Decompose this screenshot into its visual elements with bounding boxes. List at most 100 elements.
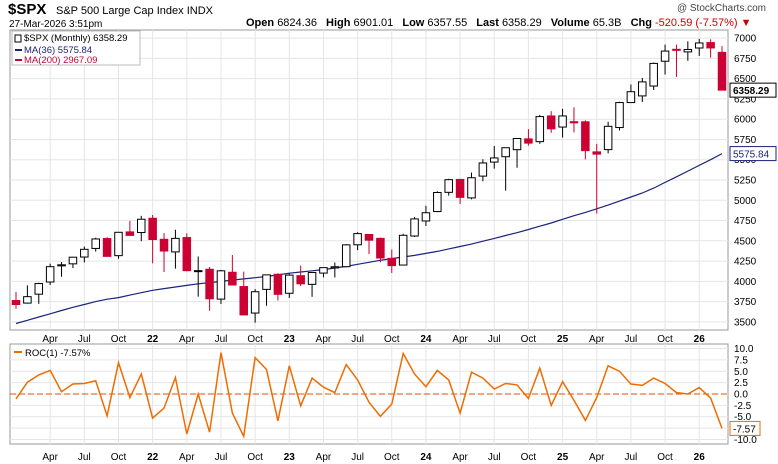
price-x-tick-label: Apr [452,334,468,345]
last-label: Last [476,17,499,29]
low-value: 6357.55 [427,17,468,29]
price-x-tick-label: 26 [694,334,706,345]
candle-body [433,191,442,213]
last-value: 6358.29 [501,17,542,29]
price-y-tick-label: 6000 [734,115,757,126]
price-y-tick-label: 4500 [734,236,757,247]
candle-body [717,51,727,91]
price-x-tick-label: Oct [657,334,673,345]
roc-x-tick-label: Apr [179,452,195,463]
index-full-name: S&P 500 Large Cap Index [56,5,184,17]
low-label: Low [402,17,425,29]
price-x-tick-label: Apr [42,334,58,345]
roc-y-tick-label: 5.0 [734,367,748,378]
price-y-tick-label: 3500 [734,317,757,328]
brand-label: @ StockCharts.com [676,3,766,14]
roc-x-tick-label: Oct [521,452,537,463]
candle-body [34,283,44,295]
price-y-tick-label: 6750 [734,54,757,65]
roc-x-tick-label: Oct [657,452,673,463]
price-x-tick-label: Jul [78,334,91,345]
candle-body [330,266,340,269]
candle-body [535,116,545,143]
candle-body [68,256,78,265]
candle-body [262,274,271,290]
candle-body [387,257,397,267]
price-x-tick-label: Apr [316,334,332,345]
roc-x-tick-label: Jul [78,452,91,463]
roc-x-tick-label: Apr [316,452,332,463]
roc-x-tick-label: Oct [247,452,263,463]
candle-body [205,268,214,300]
price-y-tick-label: 6500 [734,74,757,85]
price-x-tick-label: Oct [521,334,537,345]
candle-body [546,115,556,130]
legend-ma36: MA(36) 5575.84 [24,45,92,56]
candle-body [638,81,647,97]
price-y-tick-label: 6250 [734,94,757,105]
candle-body [683,48,693,53]
candle-body [455,178,465,198]
candle-body [114,231,123,257]
price-x-tick-label: 25 [557,334,569,345]
roc-x-tick-label: Jul [625,452,638,463]
candle-body [125,231,135,236]
candle-body [376,237,385,259]
price-x-tick-label: Oct [247,334,263,345]
roc-y-tick-label: -5.0 [734,412,752,423]
last-price-badge [729,82,777,98]
candle-body [592,151,601,155]
candle-body [444,179,453,193]
candle-body [285,274,294,294]
roc-x-tick-label: Apr [452,452,468,463]
price-y-tick-label: 5250 [734,176,757,187]
last-price-label: 6358.29 [733,86,770,97]
candle-body [102,238,112,257]
price-y-tick-label: 7000 [734,34,757,45]
roc-legend-box [12,346,116,358]
candle-body [398,234,408,266]
candle-body [524,138,533,144]
price-y-tick-label: 5750 [734,135,757,146]
candle-body [296,275,305,285]
candle-body [159,238,169,252]
price-x-tick-label: 24 [420,334,432,345]
candle-body [512,137,522,151]
high-value: 6901.01 [353,17,394,29]
candle-body [239,286,248,316]
candle-body [307,272,317,285]
candle-body [501,147,510,158]
candle-body [228,271,237,286]
candle-body [148,217,157,241]
price-x-tick-label: Oct [111,334,127,345]
candle-body [558,115,567,128]
candle-body [649,62,658,87]
symbol-title: $SPX [8,1,47,18]
candle-body [182,237,192,272]
candle-body [694,42,704,49]
roc-last-badge [729,420,761,436]
roc-y-tick-label: 10.0 [734,344,754,355]
price-x-tick-label: Apr [179,334,195,345]
roc-x-tick-label: 25 [557,452,569,463]
candle-body [250,291,260,314]
price-x-tick-label: Jul [215,334,228,345]
price-x-tick-label: Jul [625,334,638,345]
stats-bar: Open 6824.36 High 6901.01 Low 6357.55 La… [246,17,752,29]
ma36-line [15,153,723,325]
roc-x-tick-label: Jul [488,452,501,463]
roc-x-tick-label: 26 [694,452,706,463]
price-x-tick-label: Apr [589,334,605,345]
roc-y-tick-label: 0.0 [734,390,748,401]
candle-body [319,267,328,274]
roc-x-tick-label: Oct [111,452,127,463]
candle-body [171,237,180,253]
roc-x-tick-label: Apr [42,452,58,463]
price-y-tick-label: 5000 [734,196,757,207]
candle-body [421,212,431,222]
candle-body [273,273,283,295]
exchange-label: INDX [186,5,213,17]
candle-body [216,270,226,300]
roc-line [15,351,723,439]
